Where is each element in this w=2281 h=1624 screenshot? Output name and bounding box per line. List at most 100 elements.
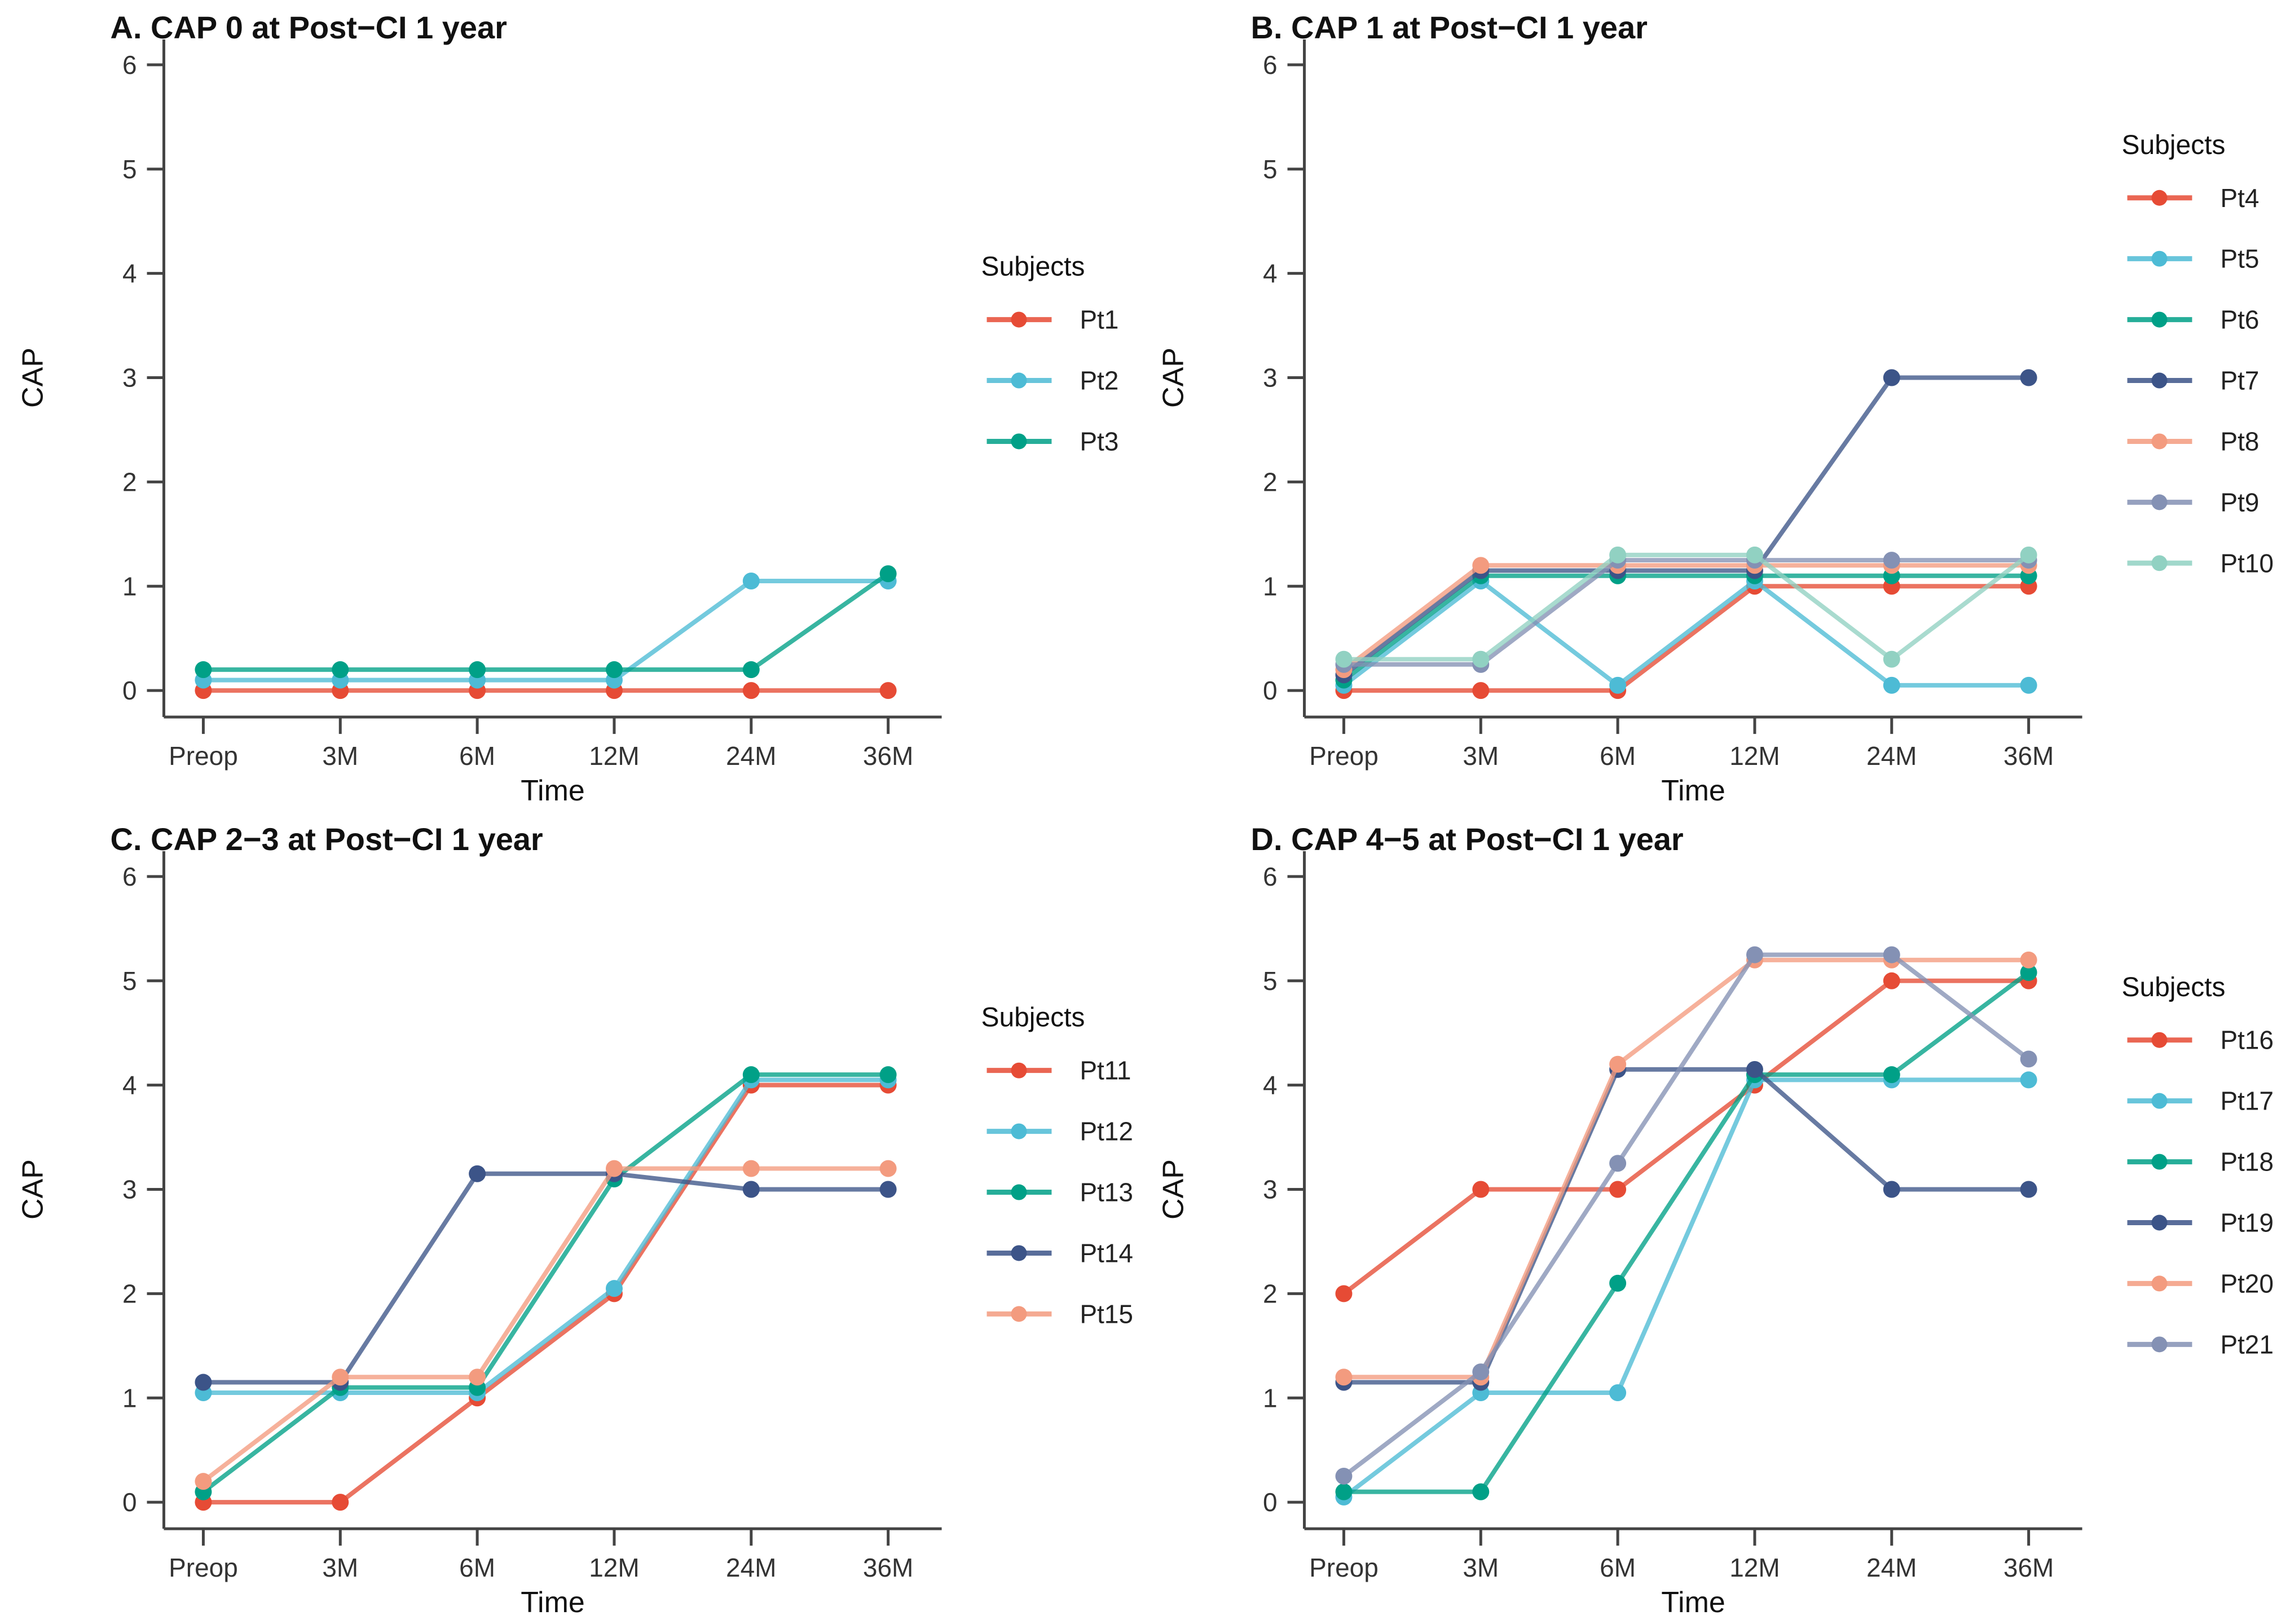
x-tick-label: 6M (1600, 741, 1636, 771)
axis-label-cap: CAP (1157, 1159, 1190, 1220)
y-tick-label: 5 (1263, 966, 1278, 996)
panel-title: C. CAP 2−3 at Post−CI 1 year (111, 821, 543, 857)
data-point-Pt7 (1883, 369, 1900, 386)
data-point-Pt12 (605, 1280, 623, 1297)
x-tick-label: 3M (1463, 1553, 1499, 1582)
x-tick-label: 36M (863, 1553, 913, 1582)
axis-label-time: Time (521, 774, 585, 807)
legend-dot-swatch (2151, 555, 2168, 571)
data-point-Pt14 (879, 1181, 897, 1198)
data-point-Pt14 (742, 1181, 760, 1198)
data-point-Pt5 (2020, 676, 2037, 694)
axis-label-cap: CAP (17, 347, 50, 408)
data-point-Pt10 (1746, 546, 1763, 564)
legend-item-Pt8: Pt8 (2127, 426, 2259, 456)
legend-item-label: Pt14 (1080, 1238, 1133, 1267)
legend-item-Pt18: Pt18 (2127, 1147, 2274, 1177)
legend-dot-swatch (1011, 433, 1027, 450)
legend-dot-swatch (1011, 311, 1027, 328)
data-point-Pt16 (1472, 1181, 1490, 1198)
legend-item-label: Pt7 (2220, 366, 2259, 395)
series-line-Pt6 (1341, 573, 2031, 683)
legend-dot-swatch (2151, 372, 2168, 389)
legend-item-Pt15: Pt15 (987, 1299, 1133, 1328)
data-point-Pt3 (742, 661, 760, 679)
legend-item-Pt2: Pt2 (987, 366, 1119, 395)
legend-dot-swatch (1011, 372, 1027, 389)
data-point-Pt20 (1609, 1055, 1627, 1073)
series-line-Pt16 (1341, 978, 2031, 1296)
panel-cap4-5: D. CAP 4−5 at Post−CI 1 year 0 1 2 3 4 5 6 Preop… (1140, 812, 2281, 1623)
x-tick-label: 36M (2003, 1553, 2054, 1582)
y-tick-label: 4 (122, 1071, 137, 1100)
legend-item-Pt21: Pt21 (2127, 1330, 2274, 1359)
data-point-Pt2 (742, 573, 760, 590)
x-tick-label: 6M (1600, 1553, 1636, 1582)
legend-item-Pt19: Pt19 (2127, 1208, 2274, 1237)
data-point-Pt15 (605, 1160, 623, 1177)
data-point-Pt10 (1609, 546, 1627, 564)
y-tick-label: 1 (122, 1383, 137, 1412)
data-point-Pt10 (2020, 546, 2037, 564)
y-tick-label: 1 (1263, 1383, 1278, 1412)
chart-A: A. CAP 0 at Post−CI 1 year 0 1 2 3 4 5 6 Preop 3M… (17, 10, 1119, 807)
x-tick-label: 24M (726, 1553, 776, 1582)
x-tick-label: 12M (589, 1553, 639, 1582)
legend-item-label: Pt4 (2220, 183, 2259, 213)
series-line-Pt8 (1341, 563, 2031, 672)
data-point-Pt13 (742, 1066, 760, 1084)
x-tick-label: 6M (459, 741, 495, 771)
y-tick-label: 5 (1263, 155, 1278, 184)
x-tick-label: 6M (459, 1553, 495, 1582)
panel-cap0: A. CAP 0 at Post−CI 1 year 0 1 2 3 4 5 6 Preop 3M… (0, 0, 1140, 812)
y-tick-label: 6 (122, 862, 137, 891)
y-tick-label: 3 (122, 1175, 137, 1204)
y-tick-label: 3 (1263, 363, 1278, 393)
legend-title: Subjects (2121, 972, 2225, 1002)
data-point-Pt20 (1335, 1368, 1353, 1386)
data-point-Pt21 (1472, 1363, 1490, 1381)
series-line-Pt5 (1341, 579, 2031, 688)
data-point-Pt10 (1335, 650, 1353, 668)
legend-title: Subjects (2121, 130, 2225, 160)
legend-item-Pt11: Pt11 (987, 1056, 1131, 1085)
legend-item-Pt16: Pt16 (2127, 1026, 2274, 1055)
data-point-Pt20 (2020, 951, 2037, 969)
axis-label-cap: CAP (1157, 347, 1190, 408)
legend-item-label: Pt20 (2220, 1269, 2274, 1298)
panel-cap1: B. CAP 1 at Post−CI 1 year 0 1 2 3 4 5 6 Preop 3M… (1140, 0, 2281, 812)
series-line-Pt21 (1341, 952, 2031, 1478)
legend-item-label: Pt8 (2220, 426, 2259, 456)
series-line-Pt18 (1341, 970, 2031, 1494)
y-tick-label: 6 (1263, 50, 1278, 80)
legend-item-label: Pt10 (2220, 548, 2274, 578)
data-point-Pt4 (1472, 682, 1490, 699)
x-tick-label: Preop (169, 741, 238, 771)
x-tick-label: Preop (169, 1553, 238, 1582)
y-tick-label: 0 (122, 1487, 137, 1517)
series-line-Pt2 (201, 579, 891, 683)
data-point-Pt19 (2020, 1181, 2037, 1198)
y-tick-label: 2 (122, 1279, 137, 1308)
data-point-Pt15 (742, 1160, 760, 1177)
data-point-Pt17 (1609, 1384, 1627, 1402)
axis-label-time: Time (1661, 774, 1725, 807)
legend-item-label: Pt15 (1080, 1299, 1133, 1328)
x-tick-label: Preop (1309, 741, 1379, 771)
data-point-Pt3 (332, 661, 349, 679)
series-line-Pt20 (1341, 957, 2031, 1380)
series-line-Pt3 (201, 571, 891, 672)
x-tick-label: 12M (1729, 741, 1780, 771)
x-tick-label: Preop (1309, 1553, 1379, 1582)
series-line-Pt14 (201, 1171, 891, 1385)
legend-item-label: Pt2 (1080, 366, 1119, 395)
legend-dot-swatch (2151, 311, 2168, 328)
x-tick-label: 24M (726, 741, 776, 771)
data-point-Pt10 (1472, 650, 1490, 668)
legend-item-Pt3: Pt3 (987, 426, 1119, 456)
x-tick-label: 24M (1866, 741, 1917, 771)
legend-item-label: Pt5 (2220, 244, 2259, 274)
legend-dot-swatch (2151, 250, 2168, 267)
chart-C: C. CAP 2−3 at Post−CI 1 year 0 1 2 3 4 5 6 Preop… (17, 821, 1133, 1619)
